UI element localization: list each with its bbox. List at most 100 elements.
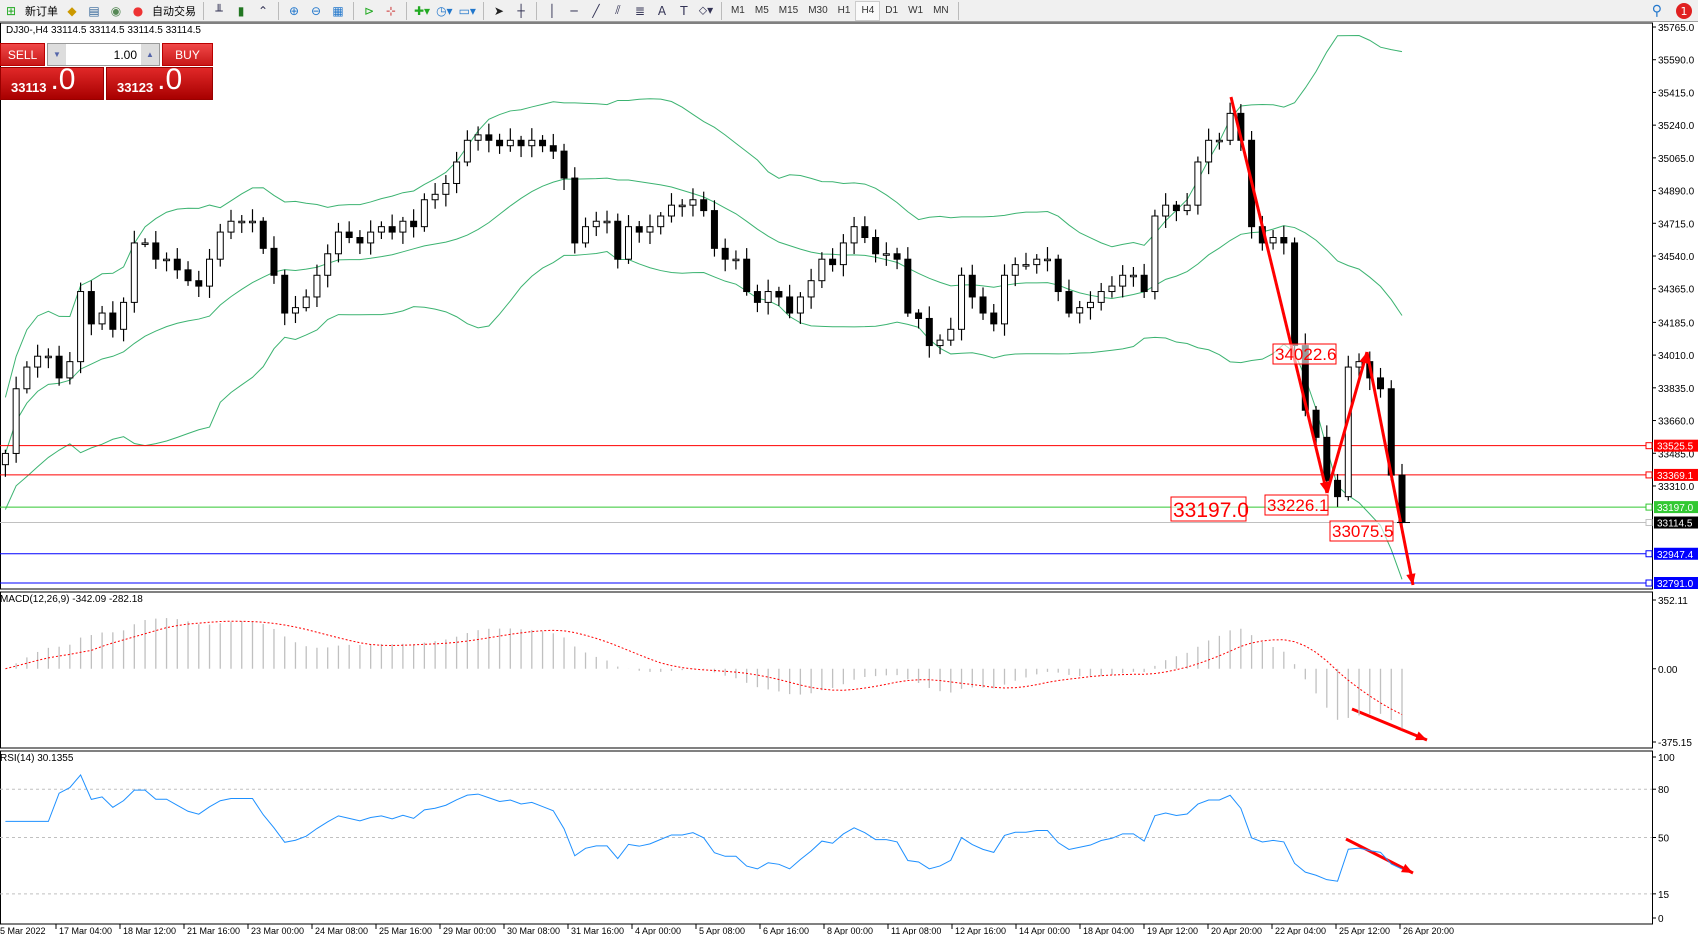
- zoom-in-icon[interactable]: ⊕: [288, 3, 300, 18]
- bar-chart-icon[interactable]: ╨: [215, 3, 223, 18]
- templates-icon[interactable]: ▭▾: [458, 3, 476, 18]
- bollinger-lower: [4, 251, 1403, 580]
- timeframe-m1[interactable]: M1: [730, 5, 745, 16]
- bollinger-upper: [4, 35, 1403, 398]
- periods-icon[interactable]: ◷▾: [436, 3, 453, 18]
- bullish-candle: [1162, 204, 1170, 217]
- bullish-candle: [1344, 366, 1352, 498]
- date-tick-label: 21 Mar 16:00: [187, 926, 240, 935]
- vertical-line-icon[interactable]: │: [548, 3, 556, 18]
- price-tick-label: 34715.0: [1658, 219, 1695, 230]
- new-order-icon[interactable]: ⊞: [5, 3, 17, 18]
- line-chart-icon[interactable]: ⌃: [257, 3, 269, 18]
- bullish-candle: [1269, 237, 1277, 244]
- bullish-candle: [227, 220, 235, 233]
- bullish-candle: [624, 226, 632, 260]
- crosshair-icon[interactable]: ┼: [517, 3, 525, 18]
- date-tick-label: 6 Apr 16:00: [763, 926, 809, 935]
- bearish-candle: [1065, 291, 1073, 314]
- sell-price-pips: .0: [50, 63, 76, 96]
- lot-size-input[interactable]: 1.00: [113, 47, 137, 62]
- price-tick-label: 33485.0: [1658, 449, 1695, 460]
- bullish-candle: [947, 328, 955, 341]
- price-tick-label: 35065.0: [1658, 154, 1695, 165]
- rsi-tick-label: 100: [1658, 753, 1675, 764]
- price-tick-label: 34365.0: [1658, 285, 1695, 296]
- horizontal-line-icon[interactable]: ─: [570, 3, 578, 18]
- date-tick-label: 23 Mar 00:00: [251, 926, 304, 935]
- zoom-out-icon[interactable]: ⊖: [310, 3, 322, 18]
- buy-button[interactable]: BUY: [162, 43, 213, 66]
- date-tick-label: 17 Mar 04:00: [59, 926, 112, 935]
- macd-tick-label: -375.15: [1658, 738, 1692, 749]
- bearish-candle: [614, 220, 622, 260]
- bullish-candle: [367, 231, 375, 244]
- sell-price-box[interactable]: 33113 .0: [0, 63, 104, 100]
- bullish-candle: [12, 388, 20, 454]
- fibonacci-icon[interactable]: ≣: [634, 3, 645, 18]
- market-watch-icon[interactable]: ◆: [67, 3, 77, 18]
- date-tick-label: 15 Mar 2022: [0, 926, 46, 935]
- price-level-handle: [1645, 519, 1653, 527]
- timeframe-h1[interactable]: H1: [837, 5, 851, 16]
- lot-increase-icon[interactable]: ▲: [141, 44, 159, 65]
- navigator-icon[interactable]: ▤: [88, 3, 100, 18]
- chart-canvas[interactable]: 35765.0 35590.0 35415.0 35240.0 35065.0 34890…: [0, 22, 1698, 935]
- price-level-handle: [1645, 471, 1653, 479]
- timeframe-m30[interactable]: M30: [808, 5, 828, 16]
- bullish-candle: [453, 161, 461, 184]
- separator: [203, 1, 204, 20]
- bullish-candle: [1011, 264, 1019, 276]
- sell-button[interactable]: SELL: [0, 43, 45, 66]
- bullish-candle: [839, 242, 847, 266]
- price-level-label: 33369.1: [1657, 471, 1694, 482]
- indicators-icon[interactable]: ✚▾: [414, 3, 431, 18]
- bearish-candle: [1323, 436, 1331, 481]
- bullish-candle: [431, 193, 439, 201]
- tile-windows-icon[interactable]: ▦: [332, 3, 344, 18]
- bearish-candle: [485, 134, 493, 141]
- signals-icon[interactable]: ◉: [110, 3, 122, 18]
- lot-size-stepper[interactable]: ▼ 1.00 ▲: [47, 43, 160, 66]
- trendline-icon[interactable]: ╱: [592, 3, 600, 18]
- bullish-candle: [1001, 274, 1009, 325]
- bullish-candle: [44, 355, 52, 359]
- bullish-candle: [141, 242, 149, 245]
- text-label-icon[interactable]: T: [680, 3, 688, 18]
- candlestick-icon[interactable]: ▮: [237, 3, 245, 18]
- buy-price-box[interactable]: 33123 .0: [106, 65, 213, 100]
- timeframe-mn[interactable]: MN: [933, 5, 949, 16]
- chart-shift-icon[interactable]: ⊹: [385, 3, 397, 18]
- timeframe-m15[interactable]: M15: [778, 5, 799, 16]
- price-tick-label: 33310.0: [1658, 482, 1695, 493]
- lot-decrease-icon[interactable]: ▼: [48, 44, 66, 65]
- bearish-candle: [549, 145, 557, 152]
- price-level-handle: [1645, 550, 1653, 558]
- bearish-candle: [915, 312, 923, 319]
- equidistant-channel-icon[interactable]: ⫽: [615, 3, 621, 17]
- arrows-icon[interactable]: ⬦▾: [698, 3, 714, 17]
- timeframe-d1[interactable]: D1: [885, 5, 899, 16]
- macd-tick-label: 0.00: [1658, 665, 1678, 676]
- macd-title: MACD(12,26,9) -342.09 -282.18: [0, 594, 143, 605]
- bearish-candle: [1377, 377, 1385, 390]
- timeframe-m5[interactable]: M5: [754, 5, 769, 16]
- price-level-label: 32947.4: [1657, 550, 1694, 561]
- bearish-candle: [270, 247, 278, 276]
- auto-trading-button[interactable]: 自动交易: [152, 4, 196, 18]
- text-icon[interactable]: A: [657, 3, 667, 18]
- bullish-candle: [958, 274, 966, 330]
- date-tick-label: 5 Apr 08:00: [699, 926, 745, 935]
- timeframe-w1[interactable]: W1: [908, 5, 924, 16]
- new-order-button[interactable]: 新订单: [25, 4, 58, 18]
- auto-trading-icon[interactable]: ●: [132, 3, 144, 18]
- bullish-candle: [206, 258, 214, 287]
- autoscroll-icon[interactable]: ⊳: [363, 3, 375, 18]
- rsi-title: RSI(14) 30.1355: [0, 753, 74, 764]
- bullish-candle: [34, 355, 42, 368]
- search-icon[interactable]: ⚲: [1651, 3, 1662, 19]
- timeframe-h4[interactable]: H4: [855, 0, 881, 21]
- cursor-icon[interactable]: ➤: [493, 3, 504, 18]
- notification-badge[interactable]: 1: [1676, 3, 1692, 19]
- bearish-candle: [872, 237, 880, 255]
